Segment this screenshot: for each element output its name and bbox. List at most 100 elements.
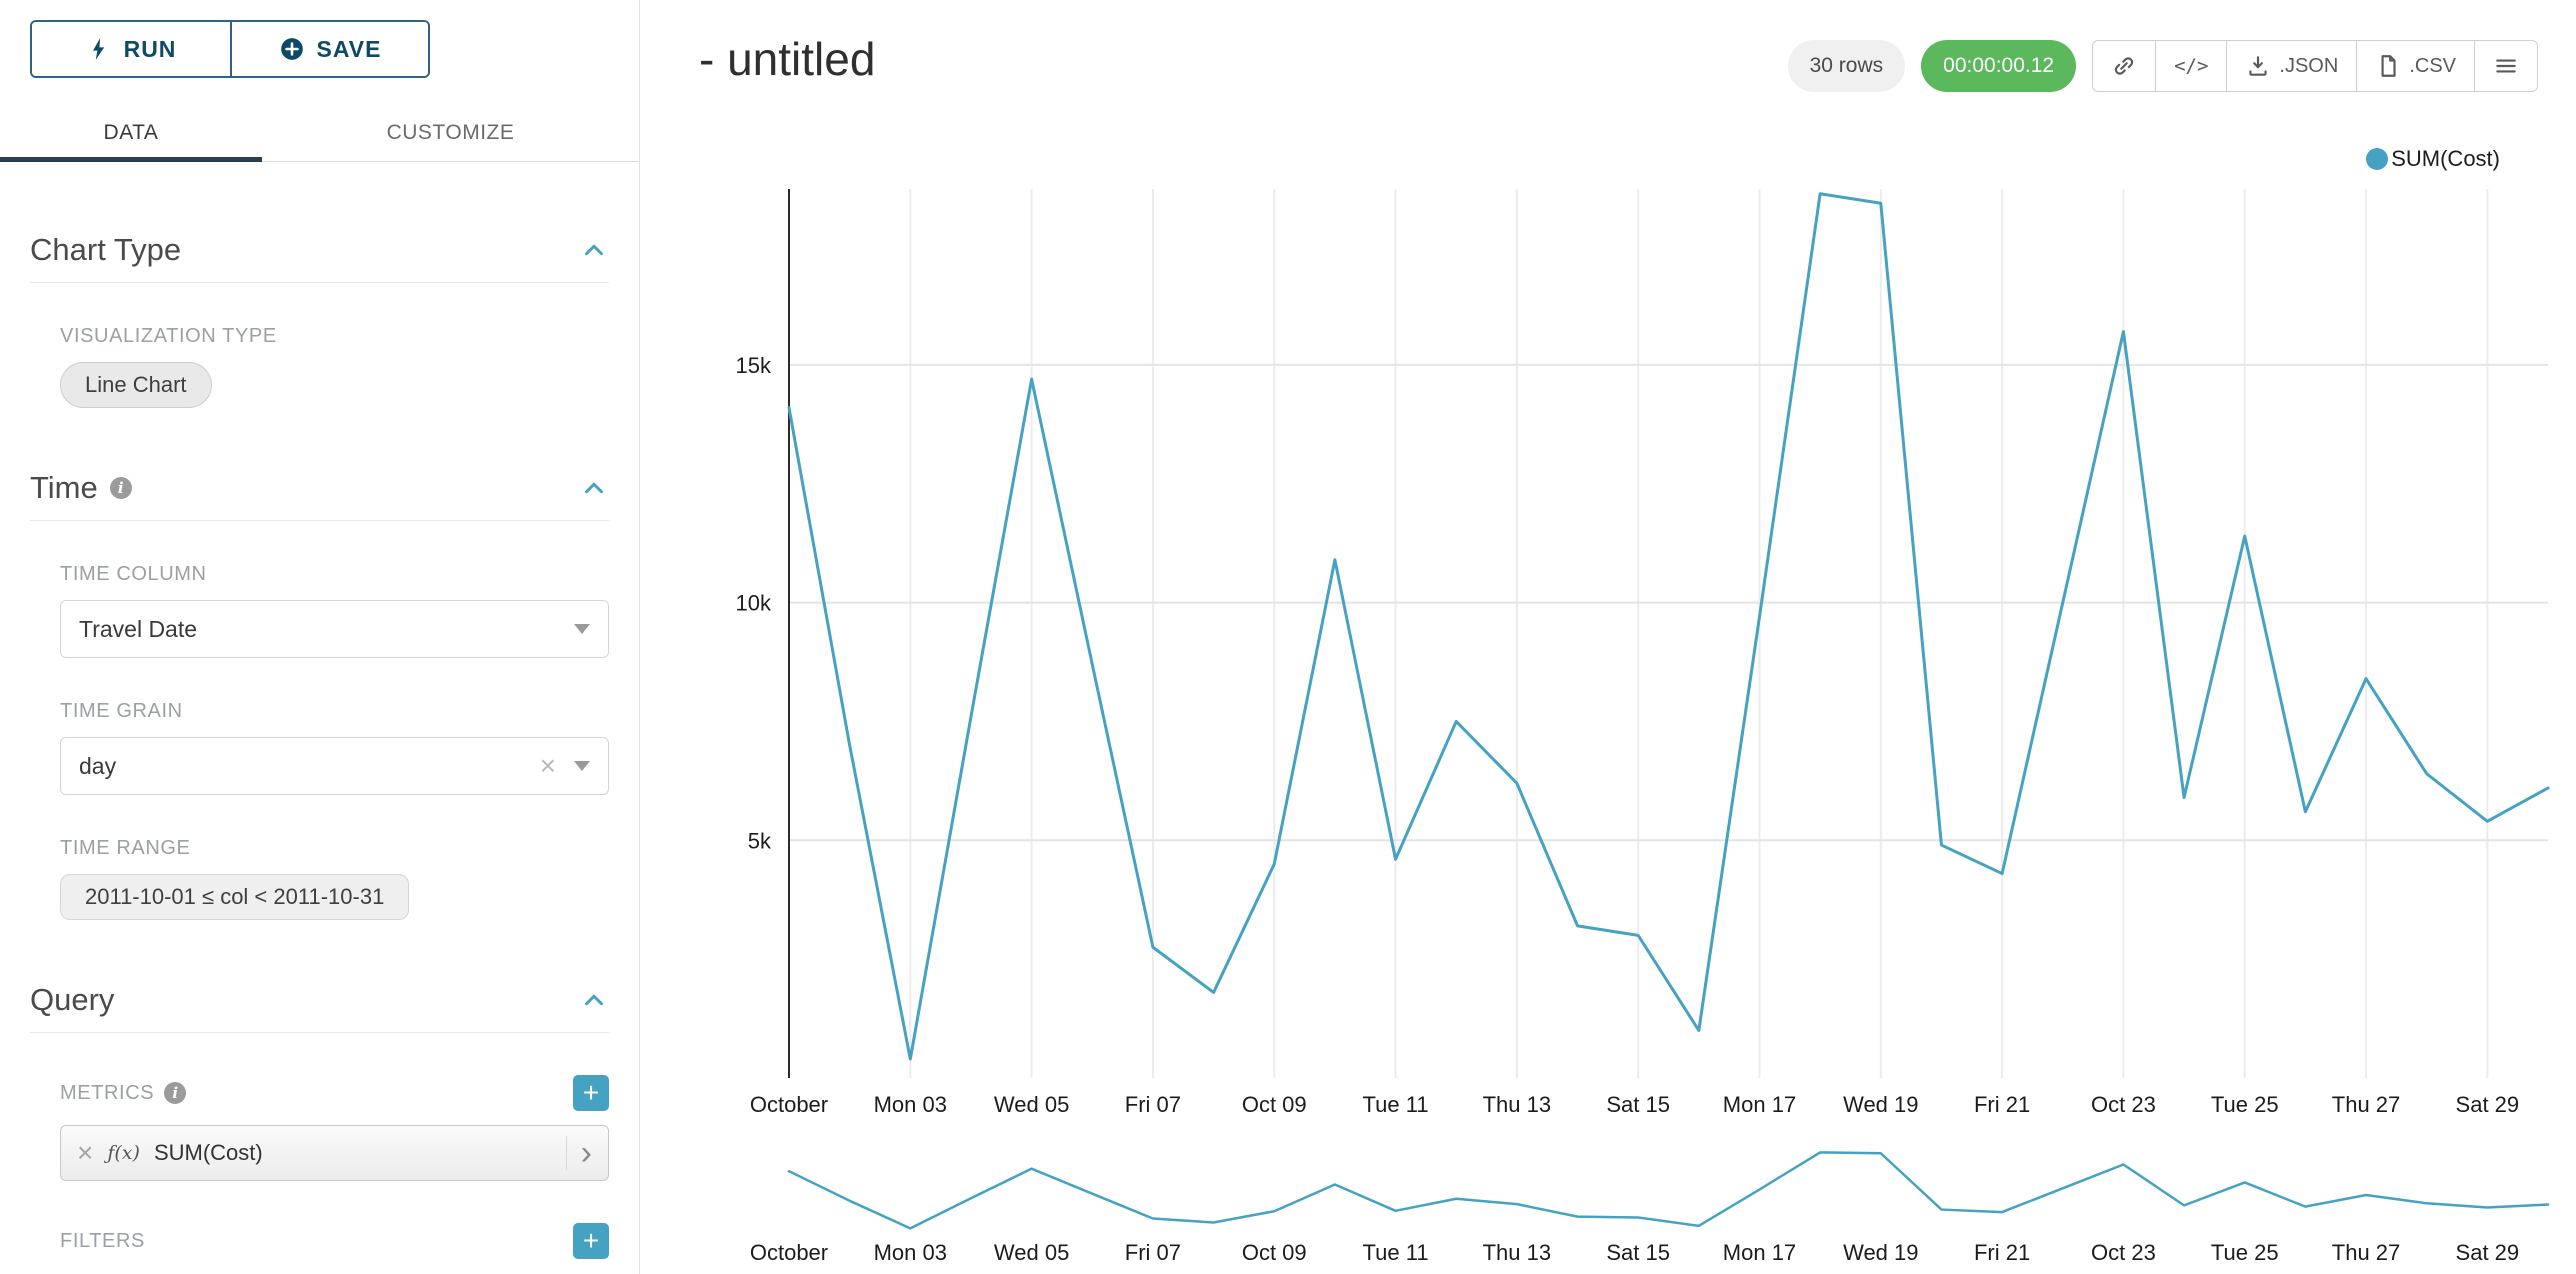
- svg-text:Sat 15: Sat 15: [1606, 1092, 1670, 1117]
- svg-text:Mon 03: Mon 03: [874, 1240, 947, 1265]
- export-csv-button[interactable]: .CSV: [2356, 40, 2475, 92]
- save-button[interactable]: SAVE: [230, 22, 428, 76]
- svg-text:Tue 11: Tue 11: [1363, 1240, 1429, 1265]
- time-grain-value: day: [79, 752, 117, 779]
- save-button-label: SAVE: [316, 35, 382, 62]
- svg-text:Fri 07: Fri 07: [1125, 1092, 1181, 1117]
- tab-data[interactable]: DATA: [0, 104, 262, 162]
- svg-text:Mon 17: Mon 17: [1723, 1240, 1796, 1265]
- time-grain-select[interactable]: day ×: [60, 737, 609, 795]
- metrics-label: METRICS: [60, 1081, 155, 1104]
- svg-text:Wed 05: Wed 05: [994, 1092, 1069, 1117]
- svg-text:Wed 05: Wed 05: [994, 1240, 1069, 1265]
- collapse-time-button[interactable]: [579, 473, 609, 503]
- query-toolbar: RUN SAVE: [0, 0, 639, 78]
- svg-text:Fri 07: Fri 07: [1125, 1240, 1181, 1265]
- svg-text:Sat 15: Sat 15: [1606, 1240, 1670, 1265]
- collapse-query-button[interactable]: [579, 985, 609, 1015]
- chevron-up-icon: [585, 994, 603, 1006]
- section-title: Query: [30, 982, 115, 1017]
- svg-text:Fri 21: Fri 21: [1974, 1240, 2030, 1265]
- chevron-down-icon: [574, 624, 590, 634]
- tab-customize-label: CUSTOMIZE: [386, 120, 515, 144]
- filters-label: FILTERS: [60, 1229, 145, 1252]
- svg-text:Thu 27: Thu 27: [2332, 1092, 2401, 1117]
- section-query: Query METRICS i + ×: [30, 982, 609, 1259]
- add-metric-button[interactable]: +: [573, 1075, 609, 1111]
- svg-text:Wed 19: Wed 19: [1843, 1240, 1918, 1265]
- svg-text:Oct 23: Oct 23: [2091, 1092, 2156, 1117]
- info-icon: i: [109, 477, 132, 499]
- metric-name: SUM(Cost): [153, 1140, 263, 1165]
- run-button[interactable]: RUN: [32, 22, 230, 76]
- hamburger-menu-icon: [2496, 59, 2516, 73]
- section-time: Time i TIME COLUMN Travel Date TIME GRAI…: [30, 470, 609, 920]
- export-json-button[interactable]: .JSON: [2226, 40, 2358, 92]
- tab-customize[interactable]: CUSTOMIZE: [262, 104, 639, 161]
- svg-text:October: October: [750, 1092, 828, 1117]
- svg-text:Thu 13: Thu 13: [1483, 1240, 1552, 1265]
- control-panel-sidebar: RUN SAVE DATA CUSTOMIZE Chart Type: [0, 0, 640, 1274]
- time-column-select[interactable]: Travel Date: [60, 600, 609, 658]
- info-icon: i: [164, 1082, 187, 1104]
- legend-series-label: SUM(Cost): [2391, 146, 2500, 171]
- line-chart-canvas[interactable]: 5k 10k 15k October Mon 03 Wed 05 Fri 07 Oct 09 T…: [641, 0, 2576, 1274]
- collapse-chart-type-button[interactable]: [579, 235, 609, 265]
- export-json-label: .JSON: [2279, 54, 2339, 77]
- visualization-type-label: VISUALIZATION TYPE: [60, 325, 277, 347]
- svg-text:Mon 03: Mon 03: [874, 1092, 947, 1117]
- run-save-button-group: RUN SAVE: [30, 20, 430, 78]
- tab-data-label: DATA: [103, 120, 159, 144]
- time-range-pill[interactable]: 2011-10-01 ≤ col < 2011-10-31: [60, 874, 410, 920]
- chart-title: - untitled: [699, 33, 876, 85]
- chevron-up-icon: [585, 244, 603, 256]
- fx-icon: ƒ(x): [107, 1142, 140, 1164]
- chart-area: - untitled 30 rows 00:00:00.12 </> .JSON…: [641, 0, 2576, 1274]
- legend-dot-icon: [2366, 148, 2389, 170]
- export-button-group: </> .JSON .CSV: [2092, 40, 2538, 92]
- svg-text:Tue 11: Tue 11: [1363, 1092, 1429, 1117]
- download-icon: [2249, 56, 2268, 76]
- chevron-up-icon: [585, 482, 603, 494]
- chart-header-controls: 30 rows 00:00:00.12 </> .JSON .CSV: [1787, 40, 2538, 92]
- chevron-right-icon[interactable]: ›: [565, 1136, 592, 1170]
- svg-text:Sat 29: Sat 29: [2456, 1092, 2520, 1117]
- time-column-value: Travel Date: [79, 615, 198, 642]
- clear-icon[interactable]: ×: [539, 750, 556, 781]
- controls-scroll-panel: Chart Type VISUALIZATION TYPE Line Chart…: [0, 232, 639, 1259]
- remove-metric-icon[interactable]: ×: [77, 1137, 94, 1168]
- svg-text:Sat 29: Sat 29: [2456, 1240, 2520, 1265]
- svg-text:Oct 09: Oct 09: [1242, 1092, 1307, 1117]
- view-query-button[interactable]: </>: [2155, 40, 2228, 92]
- link-icon: [2114, 57, 2134, 75]
- svg-text:15k: 15k: [736, 353, 772, 378]
- svg-text:Thu 27: Thu 27: [2332, 1240, 2401, 1265]
- section-title: Time: [30, 470, 98, 505]
- row-count-badge: 30 rows: [1787, 40, 1906, 92]
- svg-text:Tue 25: Tue 25: [2211, 1092, 2279, 1117]
- add-filter-button[interactable]: +: [573, 1223, 609, 1259]
- svg-text:Wed 19: Wed 19: [1843, 1092, 1918, 1117]
- svg-text:Mon 17: Mon 17: [1723, 1092, 1796, 1117]
- divider: [30, 282, 609, 283]
- chart-legend[interactable]: SUM(Cost): [2366, 146, 2500, 172]
- panel-tabs: DATA CUSTOMIZE: [0, 104, 639, 162]
- plus-circle-icon: [280, 38, 303, 60]
- svg-text:Tue 25: Tue 25: [2211, 1240, 2279, 1265]
- svg-text:10k: 10k: [736, 591, 772, 616]
- section-title: Chart Type: [30, 232, 182, 267]
- section-chart-type: Chart Type VISUALIZATION TYPE Line Chart: [30, 232, 609, 408]
- divider: [30, 1032, 609, 1033]
- svg-text:Fri 21: Fri 21: [1974, 1092, 2030, 1117]
- divider: [30, 520, 609, 521]
- chevron-down-icon: [574, 761, 590, 771]
- menu-button[interactable]: [2474, 40, 2538, 92]
- metric-pill[interactable]: × ƒ(x) SUM(Cost) ›: [60, 1125, 609, 1181]
- code-icon: </>: [2174, 55, 2209, 77]
- time-column-label: TIME COLUMN: [60, 563, 207, 585]
- file-icon: [2381, 55, 2396, 77]
- visualization-type-pill[interactable]: Line Chart: [60, 362, 212, 408]
- export-csv-label: .CSV: [2409, 54, 2456, 77]
- bolt-icon: [92, 38, 104, 60]
